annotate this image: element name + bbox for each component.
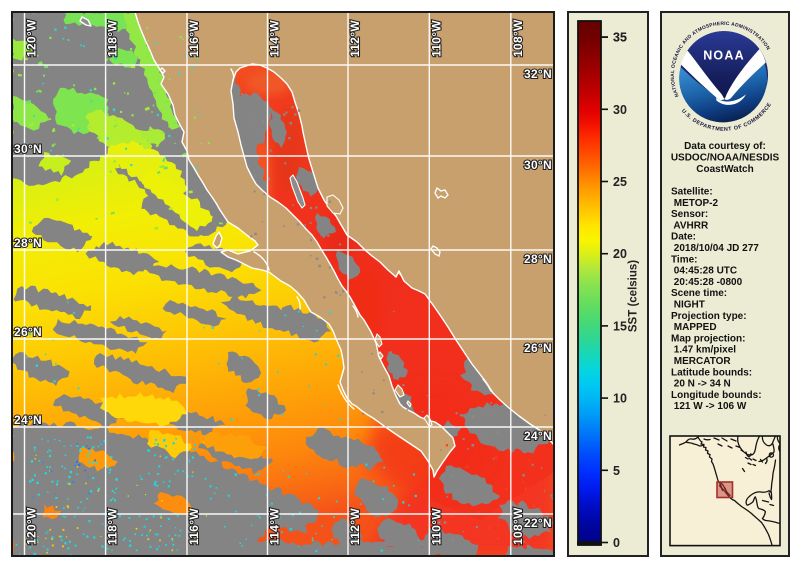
svg-text:22°N: 22°N [524,516,552,530]
svg-text:Data courtesy of:: Data courtesy of: [684,141,766,152]
svg-text:20: 20 [613,247,627,261]
svg-text:Satellite:: Satellite: [671,187,713,198]
svg-text:24°N: 24°N [524,429,552,443]
svg-text:Latitude bounds:: Latitude bounds: [671,367,752,378]
svg-text:Scene time:: Scene time: [671,288,727,299]
svg-text:26°N: 26°N [524,341,552,355]
svg-text:15: 15 [613,319,627,333]
svg-text:30: 30 [613,103,627,117]
svg-text:28°N: 28°N [524,252,552,266]
svg-text:35: 35 [613,31,627,45]
svg-text:NIGHT: NIGHT [671,300,705,311]
svg-text:Time:: Time: [671,254,698,265]
svg-text:116°W: 116°W [187,20,201,57]
svg-text:1.47 km/pixel: 1.47 km/pixel [671,345,736,356]
svg-text:108°W: 108°W [511,19,525,57]
svg-text:118°W: 118°W [106,508,120,545]
svg-text:2018/10/04 JD 277: 2018/10/04 JD 277 [671,243,759,254]
svg-text:30°N: 30°N [524,158,552,172]
svg-text:Longitude bounds:: Longitude bounds: [671,390,762,401]
svg-text:Date:: Date: [671,232,696,243]
svg-text:AVHRR: AVHRR [671,220,709,231]
svg-text:SST (celsius): SST (celsius) [628,260,640,332]
svg-text:26°N: 26°N [14,325,42,339]
svg-text:116°W: 116°W [187,508,201,545]
svg-text:CoastWatch: CoastWatch [696,164,753,175]
svg-text:114°W: 114°W [268,508,282,545]
svg-text:32°N: 32°N [524,67,552,81]
svg-text:121 W -> 106 W: 121 W -> 106 W [671,401,747,412]
svg-text:110°W: 110°W [429,20,443,57]
svg-text:10: 10 [613,392,627,406]
svg-text:USDOC/NOAA/NESDIS: USDOC/NOAA/NESDIS [671,153,780,164]
svg-text:24°N: 24°N [14,413,42,427]
svg-text:28°N: 28°N [14,236,42,250]
svg-text:118°W: 118°W [106,20,120,57]
svg-text:25: 25 [613,175,627,189]
svg-text:120°W: 120°W [25,507,39,545]
svg-text:30°N: 30°N [14,142,42,156]
svg-text:20:45:28 -0800: 20:45:28 -0800 [671,277,743,288]
svg-text:112°W: 112°W [348,508,362,545]
svg-text:112°W: 112°W [348,20,362,57]
svg-text:120°W: 120°W [25,19,39,57]
svg-text:35: 35 [613,31,627,45]
svg-text:114°W: 114°W [268,20,282,57]
svg-text:20 N -> 34 N: 20 N -> 34 N [671,379,731,390]
svg-text:Projection type:: Projection type: [671,311,747,322]
svg-text:110°W: 110°W [429,508,443,545]
svg-text:0: 0 [613,536,620,550]
svg-text:MAPPED: MAPPED [671,322,717,333]
svg-text:108°W: 108°W [511,507,525,545]
svg-text:5: 5 [613,464,620,478]
svg-text:Map projection:: Map projection: [671,333,745,344]
svg-text:NOAA: NOAA [703,49,745,63]
svg-text:Sensor:: Sensor: [671,209,708,220]
svg-text:04:45:28 UTC: 04:45:28 UTC [671,266,737,277]
svg-text:MERCATOR: MERCATOR [671,356,731,367]
svg-text:METOP-2: METOP-2 [671,198,718,209]
